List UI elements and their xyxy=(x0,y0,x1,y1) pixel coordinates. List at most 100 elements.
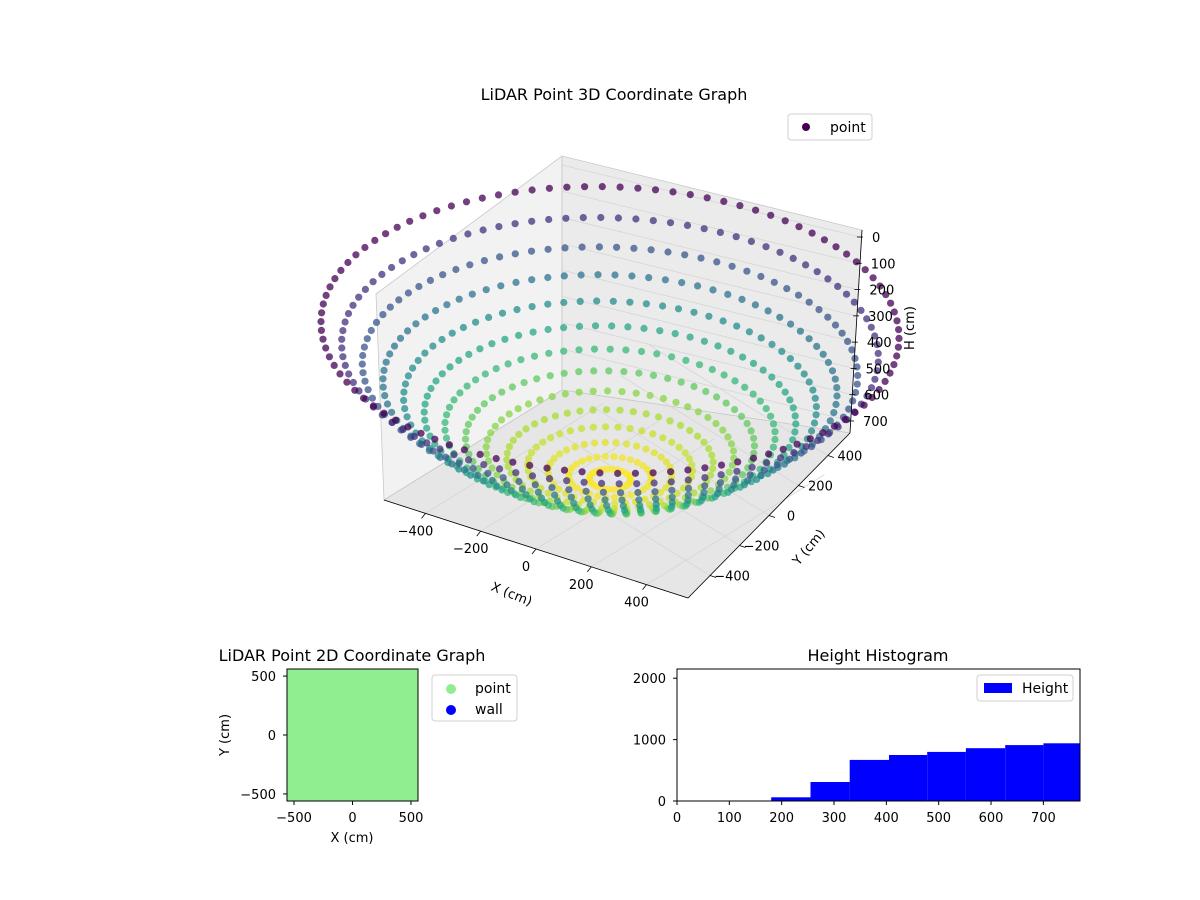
cloud-point xyxy=(339,327,347,335)
point-cloud xyxy=(317,183,903,518)
cloud-point xyxy=(548,484,556,492)
cloud-point xyxy=(767,412,775,420)
cloud-point xyxy=(701,464,709,472)
cloud-point xyxy=(667,468,675,476)
title-3d: LiDAR Point 3D Coordinate Graph xyxy=(481,85,748,104)
cloud-point xyxy=(593,453,601,461)
y-grid-line-3d xyxy=(649,345,829,456)
y-tick-label-hist: 2000 xyxy=(633,672,666,687)
cloud-point xyxy=(545,475,554,483)
cloud-point xyxy=(575,388,583,396)
x-tick-label-hist: 700 xyxy=(1031,811,1056,826)
cloud-point xyxy=(739,353,747,361)
cloud-point xyxy=(579,214,587,222)
cloud-point xyxy=(380,409,388,417)
cloud-point xyxy=(826,417,834,425)
cloud-point xyxy=(590,345,599,353)
cloud-point xyxy=(596,469,604,477)
cloud-point xyxy=(871,332,879,340)
x-tick-label-hist: 200 xyxy=(769,811,794,826)
legend-2d-label-point: point xyxy=(475,681,511,697)
cloud-point xyxy=(382,230,390,238)
cloud-point xyxy=(406,217,414,225)
x-tick-label-hist: 0 xyxy=(673,811,681,826)
cloud-point xyxy=(578,457,586,465)
cloud-point xyxy=(814,436,822,445)
cloud-point xyxy=(498,309,507,317)
cloud-point xyxy=(456,389,464,397)
cloud-point xyxy=(409,364,417,372)
cloud-point xyxy=(684,484,693,492)
cloud-point xyxy=(704,413,712,422)
x-tick-label-3d: 0 xyxy=(522,560,530,575)
cloud-point xyxy=(659,302,667,310)
cloud-point xyxy=(727,347,735,355)
cloud-point xyxy=(514,405,522,413)
cloud-point xyxy=(400,396,408,404)
cloud-point xyxy=(508,383,516,391)
cloud-point xyxy=(465,450,473,458)
cloud-point xyxy=(623,440,631,448)
cloud-point xyxy=(832,400,840,408)
cloud-point xyxy=(417,429,425,437)
cloud-point xyxy=(515,331,523,339)
cloud-point xyxy=(634,184,642,192)
cloud-point xyxy=(379,311,387,319)
cloud-point xyxy=(439,271,447,279)
cloud-point xyxy=(388,408,396,416)
cloud-point xyxy=(871,375,879,383)
cloud-point xyxy=(635,496,643,504)
cloud-point xyxy=(325,353,333,361)
cloud-point xyxy=(664,248,672,256)
cloud-point xyxy=(646,391,654,400)
cloud-point xyxy=(598,479,606,487)
z-grid-line-3d xyxy=(561,164,861,238)
cloud-point xyxy=(361,285,369,293)
cloud-point xyxy=(432,307,440,315)
cloud-point xyxy=(778,347,786,355)
cloud-point xyxy=(577,425,586,433)
cloud-point xyxy=(319,335,327,343)
cloud-point xyxy=(719,317,727,325)
histogram-bar xyxy=(849,759,889,801)
cloud-point xyxy=(747,427,755,435)
cloud-point xyxy=(560,324,568,332)
cloud-point xyxy=(563,409,571,417)
cloud-point xyxy=(404,423,412,431)
cloud-point xyxy=(368,394,376,402)
cloud-point xyxy=(750,434,758,442)
x-tick-label-hist: 100 xyxy=(717,811,742,826)
cloud-point xyxy=(662,458,671,466)
cloud-point xyxy=(361,243,369,252)
cloud-point xyxy=(461,466,469,474)
cloud-point xyxy=(419,212,427,220)
cloud-point xyxy=(429,342,437,350)
cloud-point xyxy=(359,369,367,377)
cloud-point xyxy=(674,305,683,313)
cloud-point xyxy=(824,275,832,283)
cloud-point xyxy=(796,327,805,335)
y-tick-label-3d: 0 xyxy=(787,510,795,525)
cloud-point xyxy=(641,495,649,503)
cloud-point xyxy=(553,497,562,505)
cloud-point xyxy=(659,434,667,442)
cloud-point xyxy=(745,328,754,336)
cloud-point xyxy=(838,329,846,337)
cloud-point xyxy=(616,183,624,191)
cloud-point xyxy=(431,435,439,443)
cloud-point xyxy=(426,276,434,284)
cloud-point xyxy=(606,345,614,353)
cloud-point xyxy=(427,384,435,393)
z-tick-label-3d: 0 xyxy=(872,231,880,246)
cloud-point xyxy=(525,455,533,463)
cloud-point xyxy=(560,272,568,280)
cloud-point xyxy=(575,322,584,330)
legend-2d-marker-wall xyxy=(446,705,456,715)
cloud-point xyxy=(728,461,737,469)
cloud-point xyxy=(410,251,418,259)
cloud-point xyxy=(705,445,713,453)
z-grid-line-3d xyxy=(561,348,852,422)
cloud-point xyxy=(528,276,536,284)
cloud-point xyxy=(619,502,627,510)
z-tick-label-3d: 700 xyxy=(863,415,888,430)
